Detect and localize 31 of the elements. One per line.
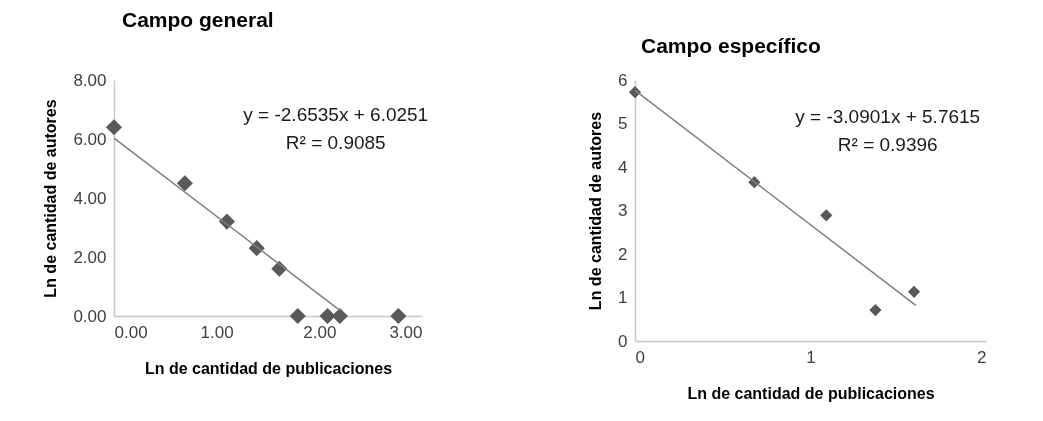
x-axis-title: Ln de cantidad de publicaciones — [687, 384, 935, 402]
x-tick-label: 3.00 — [389, 322, 423, 342]
x-tick-label: 0 — [635, 347, 645, 367]
chart-title: Campo general — [122, 8, 274, 31]
annotation: R² = 0.9085 — [285, 132, 386, 153]
annotation: R² = 0.9396 — [837, 134, 938, 155]
x-tick-label: 1 — [806, 347, 816, 367]
y-tick-label: 5 — [618, 114, 628, 133]
y-tick-label: 2.00 — [73, 247, 107, 267]
point — [820, 209, 833, 222]
y-tick-label: 8.00 — [73, 70, 107, 90]
chart-title: Campo específico — [641, 34, 821, 57]
x-tick-label: 2 — [977, 347, 987, 367]
x-axis-title: Ln de cantidad de publicaciones — [144, 359, 393, 377]
point — [869, 303, 882, 317]
y-tick-label: 2 — [618, 244, 628, 264]
annotation: y = -3.0901x + 5.7615 — [795, 106, 981, 127]
annotation: y = -2.6535x + 6.0251 — [243, 104, 429, 125]
y-tick-label: 6.00 — [73, 129, 107, 149]
y-tick-label: 4 — [618, 157, 628, 177]
y-axis-title: Ln de cantidad de autores — [42, 99, 60, 298]
y-tick-label: 4.00 — [73, 188, 107, 208]
y-tick-label: 0.00 — [73, 306, 107, 326]
y-axis-title: Ln de cantidad de autores — [587, 111, 605, 311]
point — [907, 285, 921, 298]
y-tick-label: 1 — [618, 288, 628, 307]
x-tick-label: 0.00 — [114, 322, 148, 342]
x-tick-label: 2.00 — [303, 322, 337, 342]
x-tick-label: 1.00 — [200, 322, 234, 342]
y-tick-label: 6 — [618, 70, 628, 90]
y-tick-label: 3 — [618, 201, 628, 220]
